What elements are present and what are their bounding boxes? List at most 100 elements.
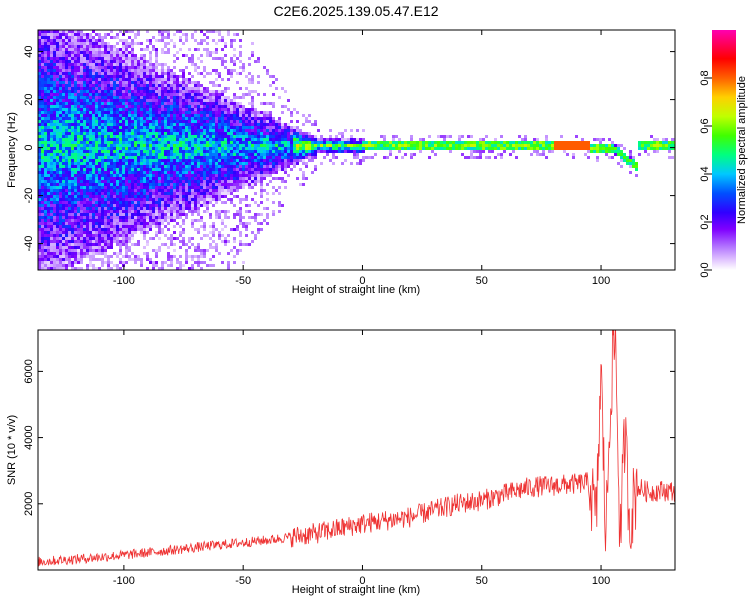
spectrogram-cell — [128, 180, 131, 183]
spectrogram-cell — [194, 162, 197, 165]
spectrogram-cell — [134, 96, 137, 99]
spectrogram-cell — [86, 219, 89, 222]
spectrogram-cell — [83, 63, 86, 66]
spectrogram-cell — [134, 135, 137, 138]
spectrogram-cell — [56, 264, 59, 267]
spectrogram-cell — [167, 108, 170, 111]
spectrogram-cell — [86, 156, 89, 159]
spectrogram-cell — [131, 162, 134, 165]
spectrogram-cell — [128, 114, 131, 117]
spectrogram-cell — [266, 162, 269, 165]
spectrogram-cell — [128, 123, 131, 126]
spectrogram-cell — [251, 78, 254, 81]
spectrogram-cell — [281, 204, 284, 207]
spectrogram-cell — [185, 183, 188, 186]
spectrogram-cell — [200, 201, 203, 204]
spectrogram-cell — [122, 132, 125, 135]
spectrogram-cell — [158, 138, 161, 141]
spectrogram-cell — [119, 189, 122, 192]
spectrogram-cell — [140, 153, 143, 156]
spectrogram-cell — [68, 39, 71, 42]
spectrogram-cell — [44, 156, 47, 159]
spectrogram-cell — [131, 198, 134, 201]
spectrogram-cell — [113, 48, 116, 51]
spectrogram-cell — [173, 129, 176, 132]
spectrogram-cell — [89, 72, 92, 75]
spectrogram-cell — [257, 120, 260, 123]
spectrogram-cell — [203, 132, 206, 135]
spectrogram-cell — [152, 96, 155, 99]
spectrogram-cell — [260, 117, 263, 120]
spectrogram-cell — [197, 249, 200, 252]
spectrogram-cell — [53, 195, 56, 198]
spectrogram-cell — [101, 144, 104, 147]
spectrogram-cell — [47, 258, 50, 261]
spectrogram-cell — [206, 234, 209, 237]
spectrogram-cell — [119, 93, 122, 96]
spectrogram-cell — [221, 90, 224, 93]
spectrogram-cell — [68, 237, 71, 240]
spectrogram-cell — [185, 168, 188, 171]
spectrogram-cell — [131, 111, 134, 114]
spectrogram-cell — [41, 219, 44, 222]
spectrogram-cell — [224, 144, 227, 147]
spectrogram-cell — [281, 105, 284, 108]
spectrogram-cell — [242, 111, 245, 114]
spectrogram-cell — [242, 147, 245, 150]
spectrogram-cell — [74, 105, 77, 108]
spectrogram-cell — [224, 168, 227, 171]
spectrogram-cell — [110, 117, 113, 120]
spectrogram-cell — [197, 96, 200, 99]
spectrogram-cell — [104, 108, 107, 111]
spectrogram-cell — [59, 225, 62, 228]
spectrogram-cell — [200, 111, 203, 114]
spectrogram-cell — [98, 237, 101, 240]
spectrogram-cell — [89, 156, 92, 159]
spectrogram-cell — [71, 51, 74, 54]
spectrogram-cell — [173, 177, 176, 180]
spectrogram-cell — [137, 117, 140, 120]
spectrogram-cell — [56, 111, 59, 114]
spectrogram-cell — [62, 165, 65, 168]
spectrogram-cell — [86, 84, 89, 87]
spectrogram-cell — [107, 33, 110, 36]
spectrogram-cell — [95, 126, 98, 129]
spectrogram-cell — [128, 42, 131, 45]
spectrogram-cell — [110, 129, 113, 132]
spectrogram-cell — [260, 138, 263, 141]
spectrogram-cell — [158, 165, 161, 168]
spectrogram-cell — [59, 210, 62, 213]
spectrogram-cell — [260, 159, 263, 162]
spectrogram-cell — [83, 108, 86, 111]
spectrogram-cell — [221, 222, 224, 225]
spectrogram-cell — [173, 192, 176, 195]
spectrogram-cell — [131, 99, 134, 102]
spectrogram-cell — [140, 75, 143, 78]
spectrogram-cell — [173, 102, 176, 105]
spectrogram-cell — [128, 201, 131, 204]
spectrogram-cell — [245, 165, 248, 168]
spectrogram-cell — [146, 186, 149, 189]
spectrogram-cell — [68, 219, 71, 222]
spectrogram-cell — [212, 171, 215, 174]
spectrogram-cell — [53, 216, 56, 219]
spectrogram-cell — [257, 213, 260, 216]
spectrogram-cell — [212, 231, 215, 234]
spectrogram-cell — [44, 117, 47, 120]
spectrogram-cell — [251, 198, 254, 201]
spectrogram-cell — [59, 48, 62, 51]
spectrogram-cell — [65, 42, 68, 45]
spectrogram-cell — [80, 201, 83, 204]
spectrogram-cell — [149, 216, 152, 219]
spectrogram-cell — [74, 249, 77, 252]
spectrogram-cell — [86, 96, 89, 99]
spectrogram-cell — [86, 120, 89, 123]
spectrogram-cell — [59, 261, 62, 264]
spectrogram-cell — [140, 135, 143, 138]
spectrogram-cell — [137, 177, 140, 180]
spectrogram-cell — [206, 198, 209, 201]
spectrogram-cell — [212, 93, 215, 96]
spectrogram-cell — [38, 48, 41, 51]
spectrogram-cell — [167, 123, 170, 126]
spectrogram-cell — [173, 147, 176, 150]
